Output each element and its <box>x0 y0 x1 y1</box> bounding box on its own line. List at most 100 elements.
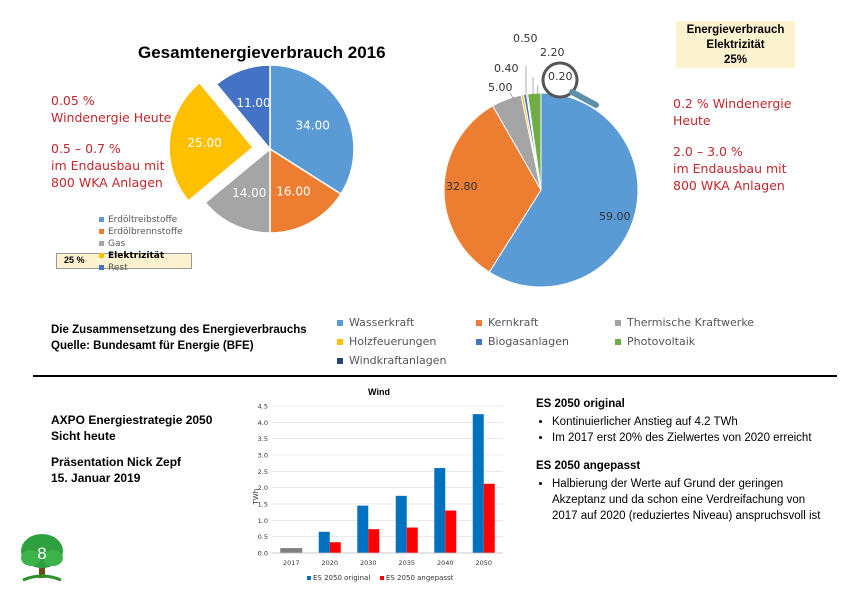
pie2-label-thermisch: 5.00 <box>488 81 513 94</box>
x-tick-label: 2050 <box>475 559 492 567</box>
legend-swatch <box>99 241 104 246</box>
bar <box>395 495 407 553</box>
legend-swatch <box>99 253 104 258</box>
right-note-line5: 800 WKA Anlagen <box>673 178 785 193</box>
composition-line1: Die Zusammensetzung des Energieverbrauch… <box>51 324 307 336</box>
right-note-line1: 0.2 % Windenergie <box>673 96 792 111</box>
y-tick-label: 3.0 <box>258 452 268 460</box>
strategy-subtitle: Sicht heute <box>51 429 116 443</box>
pie2-label-holz: 0.40 <box>494 62 519 75</box>
legend-swatch <box>99 229 104 234</box>
leader-line <box>536 84 539 96</box>
bar <box>318 531 330 553</box>
y-tick-label: 4.0 <box>258 419 268 427</box>
right-legend-item: Biogasanlagen <box>476 335 569 348</box>
legend-swatch <box>337 339 343 345</box>
y-tick-label: 3.5 <box>258 435 268 443</box>
x-tick-label: 2017 <box>283 559 300 567</box>
pie-label: 34.00 <box>296 119 330 133</box>
bar <box>434 468 446 553</box>
legend-swatch <box>615 320 621 326</box>
right-legend-item: Photovoltaik <box>615 335 695 348</box>
pie-slice <box>168 81 255 203</box>
pie-label: 14.00 <box>232 186 266 200</box>
left-legend-item: Elektrizität <box>99 250 183 262</box>
box-line1: Energieverbrauch <box>686 24 785 36</box>
tree-logo-icon: 8 <box>21 534 63 582</box>
es-original-heading: ES 2050 original <box>536 398 625 410</box>
legend-swatch <box>99 217 104 222</box>
highlight-box <box>56 253 192 269</box>
list-item: Kontinuierlicher Anstieg auf 4.2 TWh <box>552 414 826 430</box>
es-adjusted-list: Halbierung der Werte auf Grund der gerin… <box>536 476 826 524</box>
y-tick-label: 0.5 <box>258 533 268 541</box>
right-note-range: 2.0 – 3.0 % <box>673 144 743 159</box>
pie-label: 11.00 <box>236 96 270 110</box>
pie2-label-photovoltaik-top: 0.50 <box>513 32 538 45</box>
y-tick-label: 2.0 <box>258 484 268 492</box>
y-tick-label: 1.0 <box>258 517 268 525</box>
right-legend-item: Windkraftanlagen <box>337 354 447 367</box>
y-tick-label: 2.5 <box>258 468 268 476</box>
left-note-pct: 0.05 % <box>51 93 95 108</box>
magnifier-icon <box>541 61 599 108</box>
x-tick-label: 2040 <box>437 559 454 567</box>
composition-caption: Die Zusammensetzung des Energieverbrauch… <box>51 322 307 354</box>
left-note-text: Windenergie Heute <box>51 110 172 125</box>
pie-label: 25.00 <box>187 136 221 150</box>
composition-line2: Quelle: Bundesamt für Energie (BFE) <box>51 340 254 352</box>
legend-swatch <box>476 320 482 326</box>
left-note-range: 0.5 – 0.7 % <box>51 141 121 156</box>
pie2-label-photovoltaik: 2.20 <box>540 46 565 59</box>
left-note-line5: 800 WKA Anlagen <box>51 175 163 190</box>
pie-slice <box>204 147 271 234</box>
left-legend: Erdöltreibstoffe Erdölbrennstoffe Gas El… <box>99 214 183 274</box>
bar <box>472 414 484 553</box>
left-legend-item: Erdölbrennstoffe <box>99 226 183 238</box>
strategy-title: AXPO Energiestrategie 2050 <box>51 413 213 427</box>
box-line2: Elektrizität <box>706 39 765 51</box>
bar <box>445 510 457 553</box>
right-pie-chart <box>443 61 639 288</box>
right-note-line2: Heute <box>673 113 711 128</box>
bar <box>357 505 369 553</box>
left-wind-note: 0.05 % Windenergie Heute 0.5 – 0.7 % im … <box>51 92 171 191</box>
legend-swatch <box>380 576 384 580</box>
legend-swatch <box>99 265 104 270</box>
pie-slice <box>269 147 342 234</box>
x-tick-label: 2035 <box>398 559 415 567</box>
section-divider <box>33 375 837 377</box>
badge-number: 8 <box>37 544 46 563</box>
y-tick-label: 4.5 <box>258 403 268 411</box>
pie-slice <box>488 92 639 288</box>
right-legend-item: Kernkraft <box>476 316 538 329</box>
left-pie-chart: 34.00 16.00 14.00 25.00 11.00 <box>168 64 355 234</box>
leader-line <box>509 92 518 106</box>
pie-slice <box>215 64 271 152</box>
presenter: Präsentation Nick Zepf <box>51 455 182 469</box>
footer-left-text: AXPO Energiestrategie 2050 Sicht heute P… <box>51 412 212 486</box>
left-note-line4: im Endausbau mit <box>51 158 165 173</box>
right-wind-note: 0.2 % Windenergie Heute 2.0 – 3.0 % im E… <box>673 95 791 194</box>
bar <box>329 542 341 553</box>
wind-bar-chart: Wind 0.0 0.5 1.0 1.5 2.0 2.5 3.0 3.5 4.0 4.5 TWh 20… <box>252 387 503 567</box>
highlight-pct: 25 % <box>64 255 85 265</box>
pie2-label-kernkraft: 32.80 <box>446 180 478 193</box>
legend-swatch <box>337 358 343 364</box>
x-tick-label: 2020 <box>321 559 338 567</box>
right-legend-item: Wasserkraft <box>337 316 414 329</box>
es-adjusted-heading: ES 2050 angepasst <box>536 460 641 472</box>
right-legend-item: Holzfeuerungen <box>337 335 436 348</box>
left-legend-item: Rest <box>99 262 183 274</box>
right-legend-item: Thermische Kraftwerke <box>615 316 754 329</box>
pie2-label-wind: 0.20 <box>548 70 573 83</box>
pie-slice <box>443 105 542 273</box>
right-note-line4: im Endausbau mit <box>673 161 787 176</box>
bar-legend-item: ES 2050 original <box>307 574 370 582</box>
legend-swatch <box>476 339 482 345</box>
es2050-notes: ES 2050 original Kontinuierlicher Anstie… <box>536 396 826 524</box>
bar-legend-item: ES 2050 angepasst <box>380 574 453 582</box>
pie-label: 16.00 <box>276 185 310 199</box>
bar <box>280 548 303 553</box>
list-item: Im 2017 erst 20% des Zielwertes von 2020… <box>552 430 826 446</box>
